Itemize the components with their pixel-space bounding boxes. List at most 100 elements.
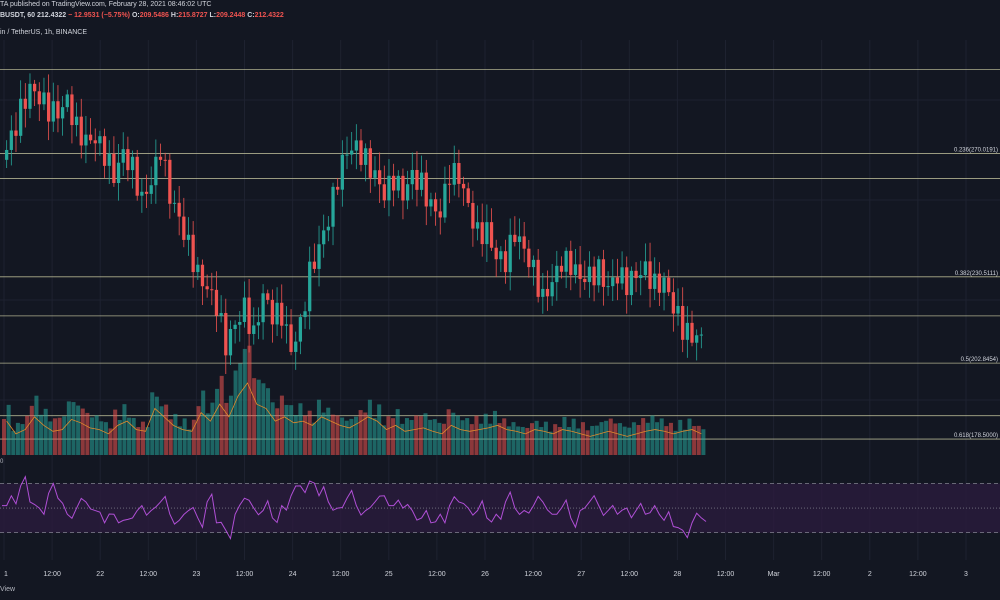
candle-body bbox=[545, 288, 550, 297]
candle-body bbox=[252, 325, 256, 334]
candle-body bbox=[107, 153, 111, 166]
candle-body bbox=[224, 313, 228, 356]
volume-bar bbox=[618, 423, 623, 455]
volume-bar bbox=[344, 420, 349, 455]
candle-body bbox=[303, 311, 307, 318]
candle-body bbox=[475, 222, 480, 229]
volume-bar bbox=[567, 427, 572, 455]
candle-body bbox=[536, 259, 540, 297]
x-tick-label: 12:00 bbox=[813, 571, 831, 578]
candle-body bbox=[130, 156, 135, 171]
candle-body bbox=[345, 154, 349, 156]
candle-body bbox=[433, 199, 438, 212]
symbol[interactable]: BUSDT, 60 bbox=[0, 12, 36, 19]
volume-bar bbox=[451, 412, 456, 455]
volume-bar bbox=[279, 395, 284, 455]
candle-body bbox=[186, 234, 191, 240]
volume-bar bbox=[358, 410, 363, 455]
rsi-line bbox=[2, 475, 707, 541]
volume-bar bbox=[553, 424, 558, 455]
candle-body bbox=[331, 186, 335, 227]
volume-bar bbox=[80, 408, 85, 455]
volume-bar bbox=[543, 421, 548, 455]
candle-body bbox=[699, 334, 703, 336]
volume-bar bbox=[66, 401, 71, 455]
candle-body bbox=[275, 302, 279, 325]
volume-bar bbox=[330, 414, 335, 455]
volume-bar bbox=[391, 418, 396, 455]
candle-body bbox=[387, 175, 391, 201]
x-tick-label: 22 bbox=[96, 571, 104, 578]
footer-view-link[interactable]: View bbox=[0, 586, 16, 593]
volume-bar bbox=[530, 423, 535, 455]
candle-body bbox=[144, 191, 149, 194]
volume-bar bbox=[562, 416, 567, 455]
volume-bar bbox=[479, 423, 484, 455]
volume-bar bbox=[414, 415, 419, 455]
candle-body bbox=[671, 292, 675, 314]
rsi-pane bbox=[0, 475, 1000, 541]
volume-bar bbox=[11, 430, 16, 455]
x-tick-label: 12:00 bbox=[428, 571, 446, 578]
volume-bar bbox=[400, 423, 405, 455]
volume-bar bbox=[673, 430, 678, 455]
candle-body bbox=[597, 259, 601, 286]
candle-body bbox=[228, 328, 233, 356]
low-value: 209.2448 bbox=[216, 12, 246, 19]
candle-body bbox=[19, 98, 23, 136]
volume-bar bbox=[187, 429, 192, 455]
candle-body bbox=[625, 267, 629, 296]
x-tick-label: 12:00 bbox=[236, 571, 254, 578]
volume-bar bbox=[275, 408, 280, 455]
candle-body bbox=[191, 234, 195, 273]
volume-bar bbox=[219, 375, 224, 455]
candle-body bbox=[294, 341, 298, 352]
volume-bar bbox=[233, 370, 238, 455]
volume-bar bbox=[242, 348, 247, 455]
candle-body bbox=[200, 264, 205, 287]
candle-body bbox=[643, 261, 648, 276]
candle-body bbox=[308, 261, 312, 312]
volume-bar bbox=[571, 418, 576, 455]
candle-body bbox=[461, 183, 466, 189]
open-value: 209.5486 bbox=[139, 12, 169, 19]
candle-body bbox=[256, 322, 261, 326]
last-price: 212.4322 bbox=[36, 12, 67, 19]
volume-bar bbox=[168, 419, 173, 455]
candle-body bbox=[93, 140, 97, 144]
volume-bar bbox=[154, 396, 159, 455]
candle-body bbox=[112, 153, 116, 184]
volume-bar bbox=[349, 418, 354, 455]
candle-body bbox=[653, 273, 657, 289]
candle-body bbox=[648, 261, 652, 289]
candle-body bbox=[126, 149, 130, 171]
volume-bar bbox=[580, 422, 585, 455]
close-label: C: bbox=[247, 12, 255, 19]
x-tick-label: 28 bbox=[674, 571, 682, 578]
rsi-label: 0 bbox=[0, 459, 4, 465]
volume-bar bbox=[381, 425, 386, 455]
volume-bar bbox=[525, 427, 530, 455]
volume-bar bbox=[548, 431, 553, 455]
candle-body bbox=[121, 149, 125, 163]
candle-body bbox=[340, 154, 344, 190]
volume-bar bbox=[539, 427, 544, 455]
volume-bar bbox=[395, 409, 400, 455]
candle-body bbox=[564, 250, 568, 272]
volume-bar bbox=[6, 404, 11, 455]
candle-body bbox=[559, 265, 564, 272]
candle-body bbox=[405, 184, 410, 201]
candle-body bbox=[266, 293, 270, 300]
volume-bar bbox=[437, 422, 442, 455]
candle-body bbox=[494, 247, 498, 260]
candle-body bbox=[424, 172, 428, 207]
volume-bar bbox=[511, 422, 516, 455]
candle-body bbox=[685, 322, 689, 340]
candle-body bbox=[382, 184, 386, 201]
candle-body bbox=[46, 92, 51, 122]
volume-bar bbox=[136, 427, 141, 455]
candle-body bbox=[447, 183, 452, 185]
open-label: O: bbox=[131, 12, 140, 19]
x-tick-label: 2 bbox=[868, 571, 872, 578]
